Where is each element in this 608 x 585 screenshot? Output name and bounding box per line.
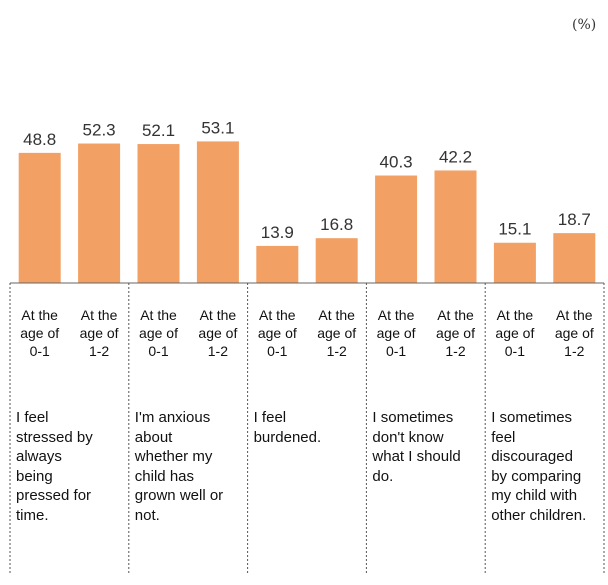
bar	[493, 242, 536, 283]
x-tick-label: At the age of 0-1	[257, 307, 297, 359]
x-tick-label: At the age of 1-2	[436, 307, 475, 359]
x-tick-label: At the age of 0-1	[20, 307, 60, 359]
x-tick-label: At the age of 1-2	[79, 307, 119, 359]
bar	[434, 170, 477, 283]
value-label: 48.8	[23, 130, 56, 149]
x-tick-label: At the age of 0-1	[139, 307, 178, 359]
bar	[256, 245, 299, 283]
bar	[553, 233, 596, 283]
group-label: I sometimes feel discouraged by comparin…	[491, 409, 587, 524]
group-label: I feel burdened.	[253, 409, 322, 446]
value-label: 42.2	[439, 147, 472, 166]
bar	[196, 141, 239, 283]
bar	[78, 143, 121, 283]
x-tick-label: At the age of 0-1	[495, 307, 535, 359]
group-label: I sometimes don't know what I should do.	[372, 409, 461, 485]
bar	[315, 238, 358, 283]
value-label: 52.3	[83, 121, 116, 140]
bar	[375, 175, 418, 283]
value-label: 40.3	[380, 153, 413, 172]
x-tick-label: At the age of 1-2	[198, 307, 238, 359]
group-label: I'm anxious about whether my child has g…	[134, 409, 224, 524]
unit-label: (%)	[572, 17, 597, 33]
value-label: 52.1	[142, 121, 175, 140]
x-tick-label: At the age of 0-1	[376, 307, 416, 359]
value-label: 53.1	[201, 118, 234, 137]
group-label: I feel stressed by always being pressed …	[16, 409, 93, 524]
value-label: 13.9	[261, 223, 294, 242]
value-label: 18.7	[558, 210, 591, 229]
bar	[18, 152, 61, 283]
x-tick-label: At the age of 1-2	[554, 307, 594, 359]
value-label: 16.8	[320, 215, 353, 234]
value-label: 15.1	[498, 220, 531, 239]
bar	[137, 144, 180, 283]
x-tick-label: At the age of 1-2	[317, 307, 357, 359]
